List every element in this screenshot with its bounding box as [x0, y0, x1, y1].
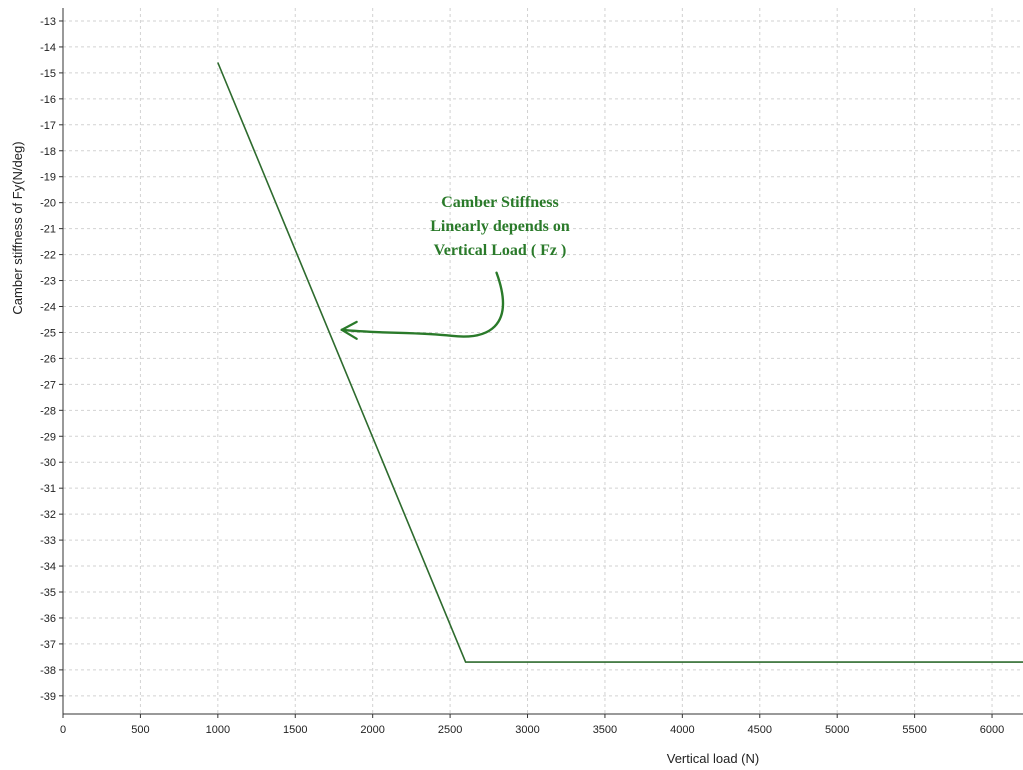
annotation-text-line: Vertical Load ( Fz ): [434, 242, 567, 259]
y-tick-label: -31: [40, 483, 56, 495]
annotation-arrow-shaft: [340, 271, 505, 338]
y-tick-label: -19: [40, 172, 56, 184]
grid-lines: [63, 8, 1023, 714]
y-tick-label: -21: [40, 224, 56, 236]
x-axis-label: Vertical load (N): [667, 751, 759, 766]
y-tick-label: -25: [40, 327, 56, 339]
x-tick-label: 0: [60, 724, 66, 736]
y-tick-label: -38: [40, 665, 56, 677]
y-tick-label: -14: [40, 42, 56, 54]
series-lines: [217, 62, 1023, 663]
y-tick-label: -26: [40, 353, 56, 365]
y-tick-label: -29: [40, 431, 56, 443]
x-tick-label: 5000: [825, 724, 849, 736]
y-tick-label: -22: [40, 250, 56, 262]
x-tick-label: 2000: [360, 724, 384, 736]
x-tick-label: 4500: [748, 724, 772, 736]
annotation-arrow-head: [340, 320, 358, 340]
y-tick-label: -39: [40, 691, 56, 703]
x-tick-label: 500: [131, 724, 149, 736]
y-axis-label: Camber stiffness of Fy(N/deg): [10, 141, 25, 314]
y-tick-label: -20: [40, 198, 56, 210]
axes: [59, 8, 1023, 718]
x-tick-label: 1000: [206, 724, 230, 736]
y-tick-label: -13: [40, 16, 56, 28]
y-tick-label: -35: [40, 587, 56, 599]
y-tick-label: -34: [40, 561, 56, 573]
x-tick-label: 3500: [593, 724, 617, 736]
y-tick-label: -27: [40, 379, 56, 391]
y-tick-label: -28: [40, 405, 56, 417]
y-tick-label: -18: [40, 146, 56, 158]
x-tick-label: 4000: [670, 724, 694, 736]
annotation-text-line: Linearly depends on: [430, 218, 570, 235]
annotations: Camber Stiffness Linearly depends on Verti…: [340, 194, 570, 340]
y-tick-label: -15: [40, 68, 56, 80]
x-tick-label: 6000: [980, 724, 1004, 736]
x-tick-label: 3000: [515, 724, 539, 736]
series-line: [217, 62, 1023, 663]
y-tick-label: -16: [40, 94, 56, 106]
y-tick-label: -17: [40, 120, 56, 132]
x-tick-label: 1500: [283, 724, 307, 736]
y-tick-label: -24: [40, 301, 56, 313]
y-tick-label: -37: [40, 639, 56, 651]
y-tick-label: -33: [40, 535, 56, 547]
y-tick-label: -23: [40, 276, 56, 288]
x-tick-label: 2500: [438, 724, 462, 736]
tick-labels: 0 500 1000 1500 2000 2500 3000 3500 4000 4500 5000…: [40, 16, 1004, 736]
y-tick-label: -32: [40, 509, 56, 521]
x-tick-label: 5500: [902, 724, 926, 736]
y-tick-label: -36: [40, 613, 56, 625]
y-tick-label: -30: [40, 457, 56, 469]
annotation-text-line: Camber Stiffness: [441, 194, 558, 211]
